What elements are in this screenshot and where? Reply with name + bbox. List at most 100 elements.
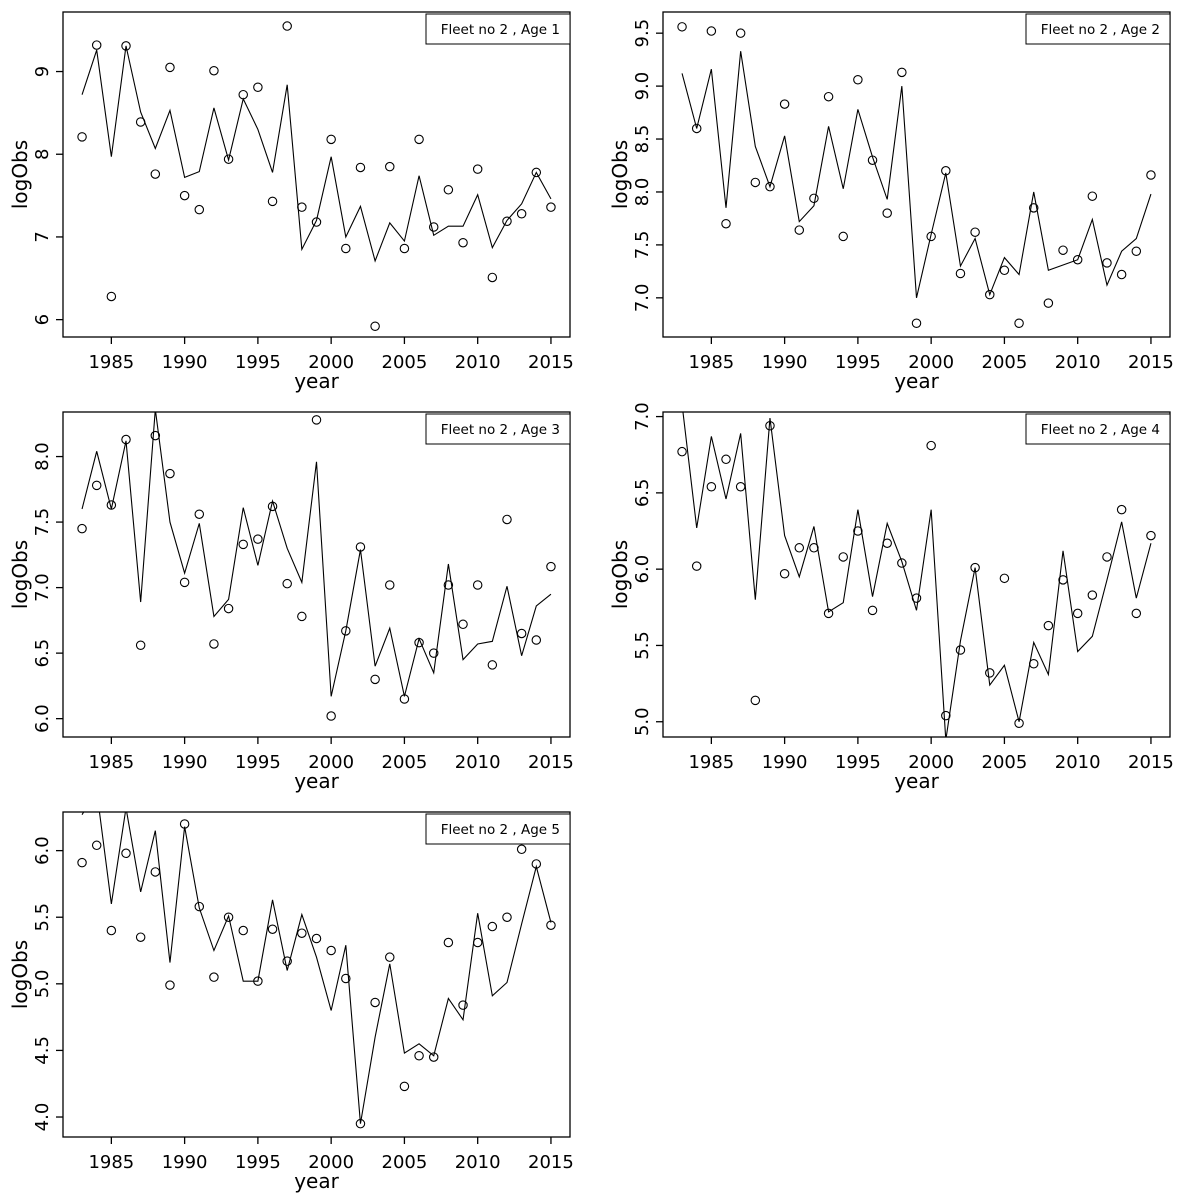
observation-point [516,628,527,639]
observation-point [487,272,498,283]
observation-point [458,1000,468,1010]
chart-fleet2-age1: 1985 1990 1995 2000 2005 2010 2015 year 6 7 8 9 logO… [8,11,574,393]
observation-point [326,711,336,721]
y-tick-label: 6.5 [632,479,653,508]
observation-point [458,619,468,630]
chart-fleet2-age5: 1985 1990 1995 2000 2005 2010 2015 year 4.0 4.5 5.… [8,811,574,1193]
x-tick-label: 1990 [762,352,808,373]
observation-point [546,202,556,212]
fitted-line [682,412,1152,737]
y-tick-label: 4.5 [32,1036,53,1065]
observation-point [443,937,454,948]
observation-point [897,558,907,568]
y-tick-label: 5.0 [632,707,653,736]
y-tick-label: 9 [32,66,53,77]
observation-point [1102,258,1112,268]
observation-point [135,932,146,942]
observation-point [502,912,512,922]
fitted-line [81,812,552,1124]
observation-point [282,21,292,31]
observation-point [267,196,278,207]
observation-point [326,945,336,956]
x-tick-label: 2005 [382,352,428,373]
y-tick-label: 7.0 [632,284,653,313]
observation-point [677,22,687,32]
y-axis: 6 7 8 9 logObs [8,66,63,325]
x-tick-label: 2015 [1128,352,1174,373]
observation-point [297,928,307,938]
observation-point [91,840,102,851]
observation-point [1072,254,1083,265]
observation-point [428,1052,439,1062]
y-tick-label: 8.0 [32,442,53,471]
chart-fleet2-age4: 1985 1990 1995 2000 2005 2010 2015 year 5.0 5.5 6.… [608,402,1174,793]
observation-point [794,225,805,235]
observation-point [750,177,761,188]
observation-point [209,972,219,982]
y-axis-title: logObs [8,540,32,609]
observation-point [487,660,498,670]
x-tick-label: 1995 [235,752,281,773]
observation-point [341,243,351,254]
y-tick-label: 7.0 [32,573,53,602]
observation-point [297,611,307,622]
observation-point [838,552,848,562]
x-tick-label: 1990 [162,352,208,373]
observation-point [282,578,292,589]
observation-point [238,539,248,550]
observation-point [985,289,995,300]
y-axis-title: logObs [608,140,632,209]
observation-point [546,561,556,572]
observation-point [502,514,512,525]
x-tick-label: 1985 [88,1152,134,1173]
observation-point [209,65,219,76]
observation-point [121,41,131,51]
observation-point [77,132,87,142]
observation-point [179,577,190,588]
y-tick-label: 6.5 [32,639,53,668]
y-axis: 5.0 5.5 6.0 6.5 7.0 logObs [608,402,663,736]
x-tick-label: 2005 [982,352,1028,373]
chart-fleet2-age3: 1985 1990 1995 2000 2005 2010 2015 year 6.0 6.5 7.… [8,411,574,793]
observation-point [1043,298,1054,308]
y-tick-label: 7.5 [632,231,653,260]
x-tick-label: 1995 [835,752,881,773]
observation-point [779,99,790,109]
x-tick-label: 2015 [528,1152,574,1173]
x-tick-label: 2015 [528,352,574,373]
observation-point [867,605,878,616]
y-tick-label: 8.0 [632,178,653,207]
x-tick-label: 2010 [1055,752,1101,773]
observation-point [531,167,542,178]
x-tick-label: 2015 [528,752,574,773]
observation-point [194,509,205,519]
x-tick-label: 1990 [162,1152,208,1173]
observation-point [516,209,527,219]
plot-box [662,11,1171,338]
observation-point [926,440,936,451]
observation-point [779,568,790,579]
observation-point [194,901,205,912]
observation-point [165,980,175,990]
observation-point [311,217,322,227]
y-tick-label: 6 [32,314,53,325]
observation-point [209,639,219,649]
observation-point [1102,552,1112,562]
x-tick-label: 2000 [308,1152,354,1173]
x-axis: 1985 1990 1995 2000 2005 2010 2015 year [88,737,574,793]
observation-point [765,181,775,192]
observation-point [472,937,483,948]
observation-point [985,668,995,678]
observation-point [1072,608,1083,619]
x-tick-label: 1985 [688,752,734,773]
observation-point [487,921,498,932]
observation-point [341,626,351,636]
observation-point [121,848,131,859]
observation-point [1058,245,1068,255]
observation-point [750,695,761,706]
observation-point [385,952,395,962]
x-tick-label: 1985 [88,752,134,773]
observation-point [355,162,366,173]
y-tick-label: 6.0 [32,836,53,865]
